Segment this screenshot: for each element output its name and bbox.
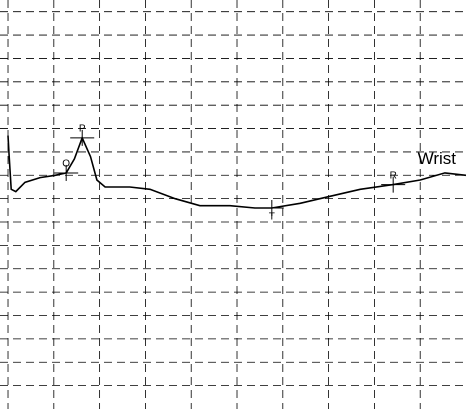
- trace-label: Wrist: [418, 149, 457, 168]
- marker-label: T: [269, 212, 275, 223]
- trace-line: [7, 135, 466, 209]
- marker-label: P: [79, 124, 86, 135]
- marker-label: R: [390, 170, 397, 181]
- marker-label: O: [62, 159, 70, 170]
